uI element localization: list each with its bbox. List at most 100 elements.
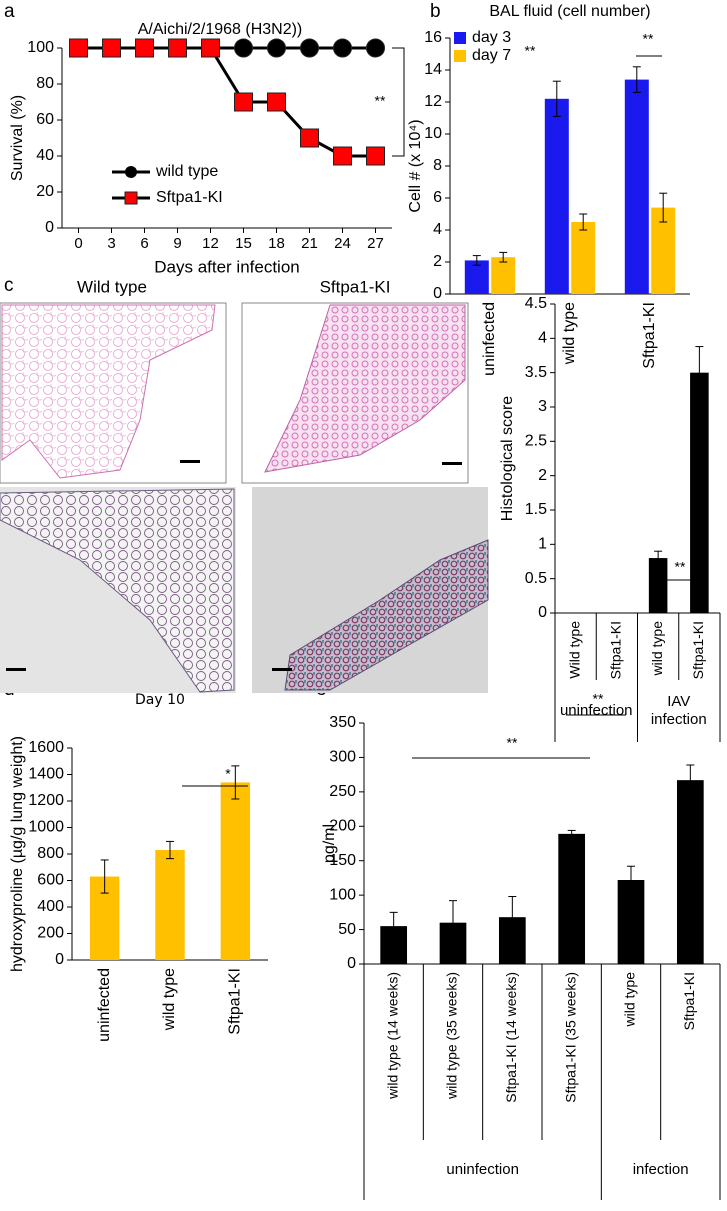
x-tick-label: wild type (35 weeks) <box>444 972 460 1100</box>
marker <box>333 146 352 166</box>
group-label: infection <box>633 1161 689 1178</box>
y-tick-label: 300 <box>329 749 356 766</box>
y-tick-label: 1200 <box>28 792 64 809</box>
series-line <box>78 46 376 158</box>
y-tick-label: 40 <box>36 147 54 164</box>
x-tick-label: 3 <box>107 235 115 252</box>
legend-swatch <box>454 50 466 62</box>
y-axis-label: Cell # (x 10⁴) <box>407 119 424 212</box>
x-tick-label: Sftpa1-KI <box>681 972 697 1030</box>
y-tick-label: 100 <box>329 886 356 903</box>
y-tick-label: 1 <box>538 536 547 553</box>
y-tick-label: 0 <box>55 951 64 968</box>
x-tick-label: Sftpa1-KI <box>690 621 706 679</box>
marker <box>366 38 385 58</box>
image-label: Wild type <box>77 277 147 296</box>
annotation: ** <box>593 691 604 707</box>
x-tick-label: wild type <box>649 621 665 677</box>
y-tick-label: 4.5 <box>525 295 547 312</box>
chart-title: A/Aichi/2/1968 (H3N2)) <box>138 21 303 38</box>
image-label: Sftpa1-KI <box>320 277 391 296</box>
x-tick-label: wild type <box>161 968 178 1031</box>
marker <box>168 38 187 58</box>
x-tick-label: 9 <box>173 235 181 252</box>
panel-label: a <box>4 1 15 22</box>
marker <box>300 128 319 148</box>
legend-label: day 7 <box>472 47 511 64</box>
y-tick-label: 350 <box>329 714 356 731</box>
y-tick-label: 10 <box>424 125 442 142</box>
y-tick-label: 4 <box>538 330 547 347</box>
bar <box>464 260 489 294</box>
y-tick-label: 16 <box>424 29 442 46</box>
bar <box>690 372 709 613</box>
legend-label: day 3 <box>472 29 511 46</box>
y-axis-label: pg/ml <box>321 824 338 863</box>
marker <box>300 38 319 58</box>
marker <box>234 38 253 58</box>
legend-marker <box>124 191 138 205</box>
y-tick-label: 400 <box>37 898 64 915</box>
y-tick-label: 100 <box>27 39 54 56</box>
panel-label: b <box>430 1 441 22</box>
y-tick-label: 2 <box>538 467 547 484</box>
bar <box>220 782 251 960</box>
x-tick-label: 21 <box>301 235 318 252</box>
bar <box>558 833 586 964</box>
y-axis-label: Histological score <box>499 396 516 521</box>
histology-images <box>0 302 489 693</box>
annotation: ** <box>675 559 686 575</box>
marker <box>366 146 385 166</box>
x-tick-label: 0 <box>74 235 82 252</box>
y-tick-label: 14 <box>424 61 442 78</box>
y-tick-label: 60 <box>36 111 54 128</box>
annotation: * <box>225 766 231 782</box>
y-tick-label: 1600 <box>28 739 64 756</box>
panel-label: c <box>4 275 14 296</box>
x-tick-label: 24 <box>334 235 351 252</box>
marker <box>333 38 352 58</box>
y-tick-label: 0 <box>45 219 54 236</box>
y-tick-label: 2.5 <box>525 433 547 450</box>
y-tick-label: 1400 <box>28 766 64 783</box>
marker <box>102 38 121 58</box>
bar <box>571 222 596 294</box>
y-tick-label: 0.5 <box>525 570 547 587</box>
x-tick-label: uninfected <box>481 302 498 376</box>
y-tick-label: 2 <box>433 253 442 270</box>
chart-title: BAL fluid (cell number) <box>489 3 650 20</box>
bar <box>491 257 516 294</box>
group-label: uninfection <box>446 1161 519 1178</box>
x-tick-label: wild type <box>561 302 578 365</box>
legend-swatch <box>454 32 466 44</box>
y-tick-label: 0 <box>433 285 442 302</box>
x-tick-label: 6 <box>140 235 148 252</box>
x-tick-label: 15 <box>235 235 252 252</box>
y-tick-label: 3.5 <box>525 364 547 381</box>
legend-marker <box>125 166 137 178</box>
y-tick-label: 600 <box>37 872 64 889</box>
marker <box>267 38 286 58</box>
bar <box>624 79 649 294</box>
marker <box>201 38 220 58</box>
y-tick-label: 12 <box>424 93 442 110</box>
y-tick-label: 1000 <box>28 819 64 836</box>
y-tick-label: 8 <box>433 157 442 174</box>
legend-label: Sftpa1-KI <box>156 189 223 206</box>
y-tick-label: 250 <box>329 783 356 800</box>
x-tick-label: Sftpa1-KI <box>641 302 658 369</box>
marker <box>135 38 154 58</box>
y-tick-label: 200 <box>329 818 356 835</box>
x-tick-label: wild type (14 weeks) <box>384 972 400 1100</box>
significance-bracket <box>392 47 405 157</box>
x-tick-label: 18 <box>268 235 285 252</box>
x-tick-label: Wild type <box>566 621 582 679</box>
annotation: ** <box>643 31 654 47</box>
y-tick-label: 50 <box>338 921 356 938</box>
bar <box>155 850 185 960</box>
y-axis-label: hydroxyproline (µg/g lung weight) <box>9 736 26 972</box>
y-tick-label: 0 <box>347 955 356 972</box>
x-tick-label: uninfected <box>96 968 113 1042</box>
